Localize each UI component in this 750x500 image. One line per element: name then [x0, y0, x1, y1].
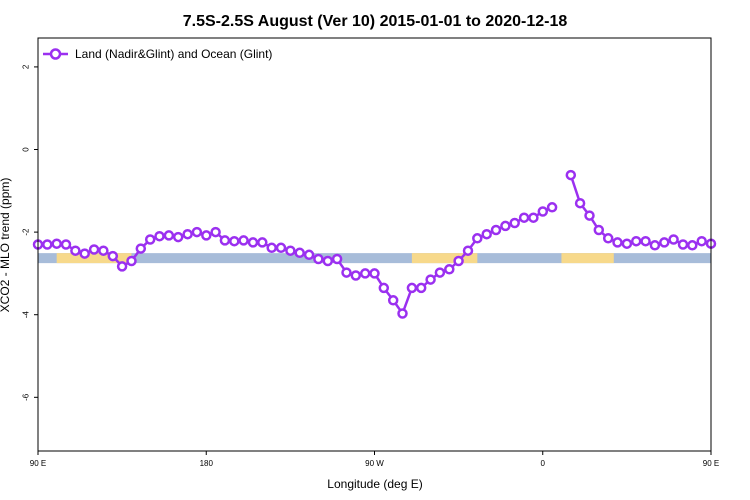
- land-band-2: [561, 253, 614, 264]
- data-point: [659, 237, 670, 248]
- data-point: [649, 240, 661, 251]
- y-axis-label: XCO2 - MLO trend (ppm): [0, 178, 12, 313]
- data-point: [434, 267, 446, 278]
- data-point: [116, 261, 128, 272]
- data-point: [425, 274, 436, 285]
- data-point: [668, 234, 679, 245]
- data-point: [285, 245, 296, 256]
- data-point: [481, 228, 492, 240]
- y-tick-label: 2: [22, 64, 31, 69]
- data-point: [397, 308, 408, 319]
- y-tick-label: -2: [22, 228, 31, 236]
- axes-layer: 90 E 180 90 W 0 90 E 2 0 -2 -4 -6: [22, 37, 719, 468]
- data-point: [172, 231, 184, 243]
- data-point: [472, 233, 483, 244]
- data-point: [369, 268, 380, 279]
- data-point: [294, 247, 305, 259]
- data-point: [126, 255, 137, 267]
- x-tick-label: 90 E: [703, 459, 719, 468]
- data-point: [565, 169, 577, 181]
- data-point: [144, 234, 156, 245]
- x-tick-label: 180: [200, 459, 214, 468]
- data-point: [42, 239, 53, 250]
- data-point: [537, 206, 549, 217]
- data-point: [444, 264, 455, 275]
- data-point: [313, 253, 324, 265]
- data-point: [98, 245, 109, 256]
- data-point: [406, 282, 418, 294]
- data-point: [387, 295, 399, 306]
- data-point: [154, 230, 165, 242]
- data-point: [584, 210, 595, 221]
- data-point: [303, 249, 315, 261]
- data-point: [229, 235, 240, 247]
- data-point: [621, 238, 633, 249]
- data-point: [266, 242, 277, 254]
- x-tick-label: 0: [541, 459, 546, 468]
- data-point: [107, 250, 119, 262]
- y-tick-label: -6: [22, 393, 31, 401]
- surface-type-band: [38, 253, 711, 264]
- data-point: [51, 238, 62, 249]
- data-point: [528, 212, 539, 223]
- series-layer: [32, 169, 717, 319]
- data-point: [593, 224, 605, 236]
- legend-label: Land (Nadir&Glint) and Ocean (Glint): [75, 47, 272, 61]
- data-point: [490, 224, 502, 236]
- legend: Land (Nadir&Glint) and Ocean (Glint): [43, 47, 272, 61]
- x-tick-label: 90 W: [365, 459, 384, 468]
- data-point: [135, 243, 147, 254]
- legend-marker: [49, 48, 62, 60]
- data-point: [182, 228, 193, 240]
- y-tick-label: 0: [22, 147, 31, 152]
- data-point: [630, 235, 642, 247]
- data-point: [88, 244, 100, 255]
- data-point: [509, 217, 520, 229]
- data-point: [341, 267, 352, 278]
- data-point: [238, 235, 249, 246]
- data-point: [70, 245, 81, 256]
- data-point: [79, 248, 90, 259]
- data-point: [696, 235, 707, 247]
- data-point: [518, 212, 530, 223]
- data-point: [201, 230, 212, 241]
- data-point: [415, 282, 427, 294]
- data-point: [546, 202, 558, 213]
- data-point: [687, 240, 698, 251]
- data-point: [602, 233, 614, 244]
- data-point: [350, 270, 362, 281]
- data-point: [612, 237, 623, 248]
- data-point: [210, 226, 221, 238]
- data-point: [500, 220, 511, 232]
- land-band-1: [411, 253, 478, 264]
- data-point: [191, 226, 203, 238]
- y-tick-label: -4: [22, 311, 31, 319]
- data-point: [257, 237, 268, 248]
- data-point: [677, 239, 689, 250]
- data-point: [462, 245, 474, 256]
- data-point: [453, 255, 464, 267]
- data-point: [219, 235, 231, 246]
- chart-title: 7.5S-2.5S August (Ver 10) 2015-01-01 to …: [183, 13, 568, 30]
- series-line-0-1: [569, 174, 712, 247]
- data-point: [322, 255, 334, 267]
- ocean-band: [38, 253, 711, 264]
- data-point: [163, 230, 175, 241]
- data-point: [574, 197, 586, 209]
- data-point: [247, 237, 259, 248]
- x-axis-label: Longitude (deg E): [327, 477, 422, 491]
- data-point: [359, 268, 371, 279]
- x-tick-label: 90 E: [30, 459, 46, 468]
- data-point: [275, 242, 287, 254]
- land-band-0: [56, 253, 132, 264]
- data-point: [331, 253, 343, 265]
- data-point: [640, 235, 651, 247]
- data-point: [378, 282, 390, 294]
- data-point: [60, 239, 72, 250]
